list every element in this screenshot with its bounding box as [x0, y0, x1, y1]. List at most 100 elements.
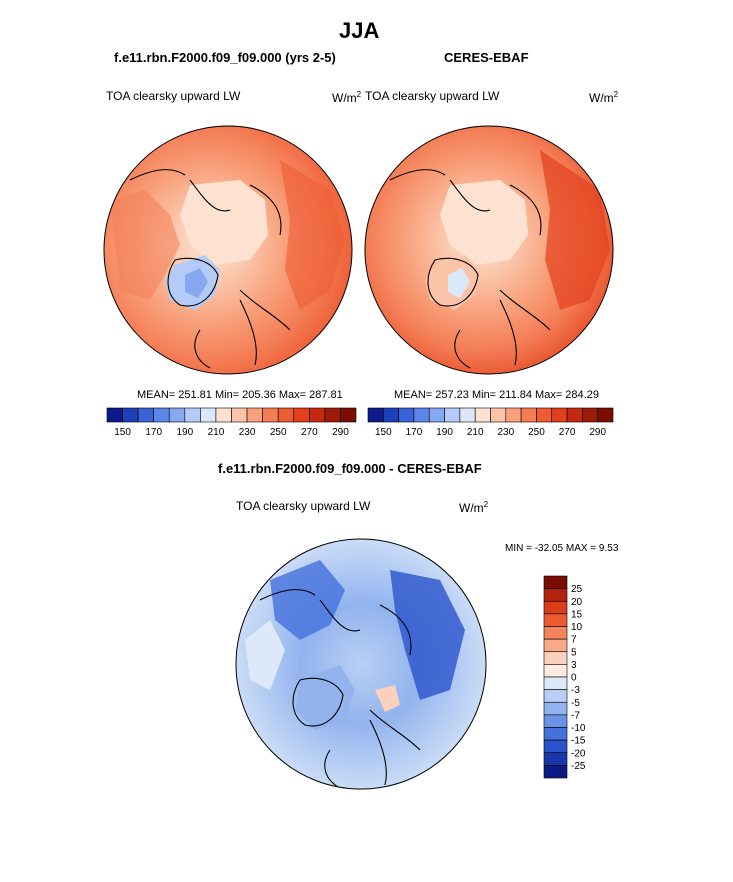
- panel3-colorbar-tick-label: -7: [571, 710, 580, 721]
- panel1-colorbar-swatch: [153, 407, 170, 423]
- panel3-colorbar-swatch: [543, 739, 568, 754]
- panel1-colorbar-tick-label: 170: [145, 427, 162, 438]
- panel2-colorbar-swatch: [520, 407, 537, 423]
- panel2-map: [364, 125, 614, 375]
- panel1-colorbar-swatch: [231, 407, 248, 423]
- panel3-colorbar-swatch: [543, 664, 568, 678]
- panel1-stats: MEAN= 251.81 Min= 205.36 Max= 287.81: [137, 389, 343, 401]
- panel1-colorbar-tick-label: 190: [176, 427, 193, 438]
- panel1-colorbar-tick-label: 230: [239, 427, 256, 438]
- panel3-greenland: [295, 665, 355, 730]
- panel1-colorbar-tick-label: 270: [301, 427, 318, 438]
- panel1-colorbar-swatch: [277, 407, 295, 423]
- panel3-colorbar-swatch: [543, 689, 568, 703]
- panel2-colorbar-tick-label: 230: [497, 427, 514, 438]
- panel3-colorbar-tick-label: 3: [571, 660, 577, 671]
- panel2-units: W/m2: [589, 90, 618, 105]
- panel3-features: [245, 560, 465, 789]
- panel3-units-sup: 2: [483, 500, 489, 509]
- panel3-colorbar-swatch: [543, 714, 568, 728]
- panel2-units-text: W/m: [589, 91, 614, 105]
- panel3-coastlines: [259, 589, 421, 789]
- panel3-colorbar-swatch: [543, 752, 568, 766]
- panel2-colorbar-swatch: [413, 407, 430, 423]
- panel1-colorbar: 150 170 190 210 230 250 270 290: [106, 407, 357, 438]
- panel2-colorbar-swatch: [398, 407, 415, 423]
- panel1-colorbar-tick-label: 210: [208, 427, 225, 438]
- panel3-colorbar-swatch: [543, 626, 568, 640]
- panel3-canada-cold: [270, 560, 345, 640]
- panel3-colorbar-tick-label: -3: [571, 685, 580, 696]
- panel2-features: [389, 150, 610, 369]
- panel3-units: W/m2: [459, 500, 488, 515]
- panel2-colorbar-tick-label: 250: [528, 427, 545, 438]
- panel1-variable: TOA clearsky upward LW: [106, 89, 241, 103]
- panel2-colorbar-tick-label: 190: [436, 427, 453, 438]
- panel1-greenland-core: [185, 268, 208, 298]
- panel2-units-sup: 2: [613, 90, 619, 99]
- panel1-colorbar-swatch: [293, 407, 310, 423]
- panel1-canada: [110, 190, 180, 300]
- panel3-map: [235, 538, 487, 790]
- panel1-colorbar-swatch: [246, 407, 263, 423]
- panel2-greenland-core: [448, 268, 470, 298]
- panel2-colorbar-tick-label: 170: [406, 427, 423, 438]
- page-title: JJA: [339, 18, 380, 43]
- panel1-units-sup: 2: [356, 90, 362, 99]
- panel2-colorbar-swatch: [582, 407, 598, 423]
- panel1-colorbar-swatch: [122, 407, 139, 423]
- panel3-warm-patch: [375, 685, 400, 712]
- panel1-units-text: W/m: [332, 91, 357, 105]
- panel3-colorbar-swatch: [543, 613, 568, 627]
- panel3-colorbar-swatch: [543, 600, 568, 615]
- panel1-colorbar-swatch: [168, 407, 186, 423]
- panel1-border: [103, 125, 353, 375]
- panel1-colorbar-swatch: [340, 407, 357, 423]
- panel2-header: CERES-EBAF: [444, 50, 529, 65]
- panel3-header: f.e11.rbn.F2000.f09_f09.000 - CERES-EBAF: [218, 461, 482, 476]
- panel3-colorbar-tick-label: 7: [571, 635, 577, 646]
- panel1-header: f.e11.rbn.F2000.f09_f09.000 (yrs 2-5): [114, 50, 336, 65]
- panel2-colorbar-swatch: [490, 407, 507, 423]
- panel2-colorbar: 150 170 190 210 230 250 270 290: [367, 407, 614, 438]
- panel2-colorbar-swatch: [505, 407, 522, 423]
- panel2-colorbar-swatch: [383, 407, 399, 423]
- panel1-colorbar-swatch: [262, 407, 279, 423]
- panel2-colorbar-tick-label: 270: [559, 427, 576, 438]
- panel3-colorbar-swatch: [543, 727, 568, 741]
- panel3-colorbar-tick-label: -5: [571, 698, 580, 709]
- panel1-colorbar-tick-label: 290: [332, 427, 349, 438]
- panel3-variable: TOA clearsky upward LW: [236, 499, 371, 513]
- panel3-colorbar-tick-label: -20: [571, 748, 586, 759]
- panel3-colorbar-swatch: [543, 651, 568, 665]
- panel3-units-text: W/m: [459, 501, 484, 515]
- panel1-arctic-ocean: [180, 180, 268, 265]
- panel2-colorbar-swatch: [566, 407, 583, 423]
- panel3-colorbar-swatch: [543, 676, 568, 690]
- panel2-colorbar-swatch: [444, 407, 461, 423]
- panel1-colorbar-swatch: [137, 407, 154, 423]
- panel3-colorbar-swatch: [543, 701, 568, 716]
- panel3-colorbar-tick-label: 20: [571, 597, 583, 608]
- panel2-colorbar-swatch: [597, 407, 614, 423]
- panel3-colorbar-swatch: [543, 765, 568, 779]
- panel2-colorbar-tick-label: 150: [375, 427, 392, 438]
- panel3-border: [235, 538, 487, 790]
- panel3-colorbar-tick-label: -25: [571, 761, 586, 772]
- panel3-stats: MIN = -32.05 MAX = 9.53: [505, 543, 619, 554]
- panel1-colorbar-swatch: [184, 407, 201, 423]
- panel1-colorbar-swatch: [106, 407, 123, 423]
- panel2-colorbar-swatch: [459, 407, 476, 423]
- panel3-colorbar-swatch: [543, 588, 568, 602]
- panel1-colorbar-swatch: [309, 407, 326, 423]
- panel2-stats: MEAN= 257.23 Min= 211.84 Max= 284.29: [394, 389, 599, 401]
- panel1-colorbar-swatch: [200, 407, 217, 423]
- panel1-colorbar-tick-label: 250: [270, 427, 287, 438]
- panel3-colorbar-tick-label: 5: [571, 647, 577, 658]
- panel2-arctic-ocean: [440, 180, 528, 265]
- panel1-colorbar-swatch: [215, 407, 232, 423]
- panel3-siberia-cold: [390, 570, 465, 700]
- panel3-colorbar-swatch: [543, 575, 568, 589]
- panel1-colorbar-tick-label: 150: [114, 427, 131, 438]
- panel1-units: W/m2: [332, 90, 361, 105]
